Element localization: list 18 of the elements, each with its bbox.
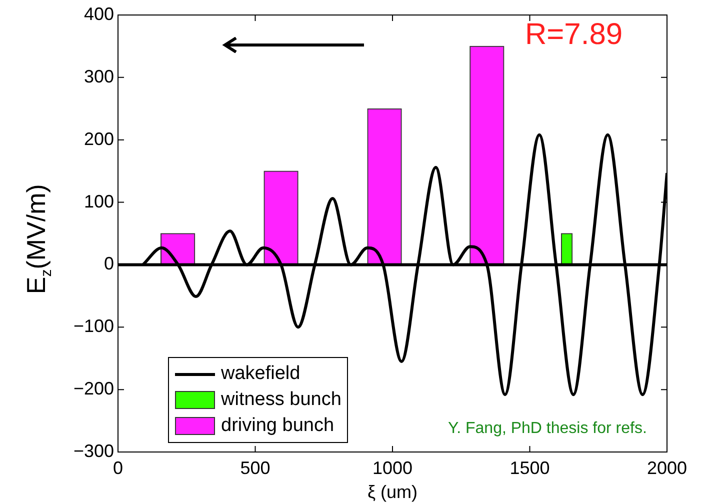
x-tick-label: 1500 [510, 458, 550, 478]
y-tick-label: −100 [73, 316, 114, 336]
y-tick-label: 300 [84, 66, 114, 86]
x-tick-label: 1000 [372, 458, 413, 478]
legend-label: wakefield [221, 363, 300, 385]
x-tick-label: 500 [240, 458, 270, 478]
y-tick-label: −200 [73, 378, 114, 399]
y-tick-label: 400 [84, 4, 114, 24]
legend-label: witness bunch [221, 389, 342, 411]
annotation: Y. Fang, PhD thesis for refs. [448, 420, 647, 438]
x-axis-title: ξ (um) [367, 482, 418, 502]
x-tick-label: 2000 [646, 458, 688, 478]
annotation: R=7.89 [525, 18, 623, 52]
y-tick-label: 100 [84, 191, 114, 212]
y-tick-label: 0 [104, 254, 114, 274]
y-tick-label: 200 [84, 128, 114, 149]
legend-label: driving bunch [221, 415, 334, 437]
y-tick-label: −300 [73, 440, 114, 461]
